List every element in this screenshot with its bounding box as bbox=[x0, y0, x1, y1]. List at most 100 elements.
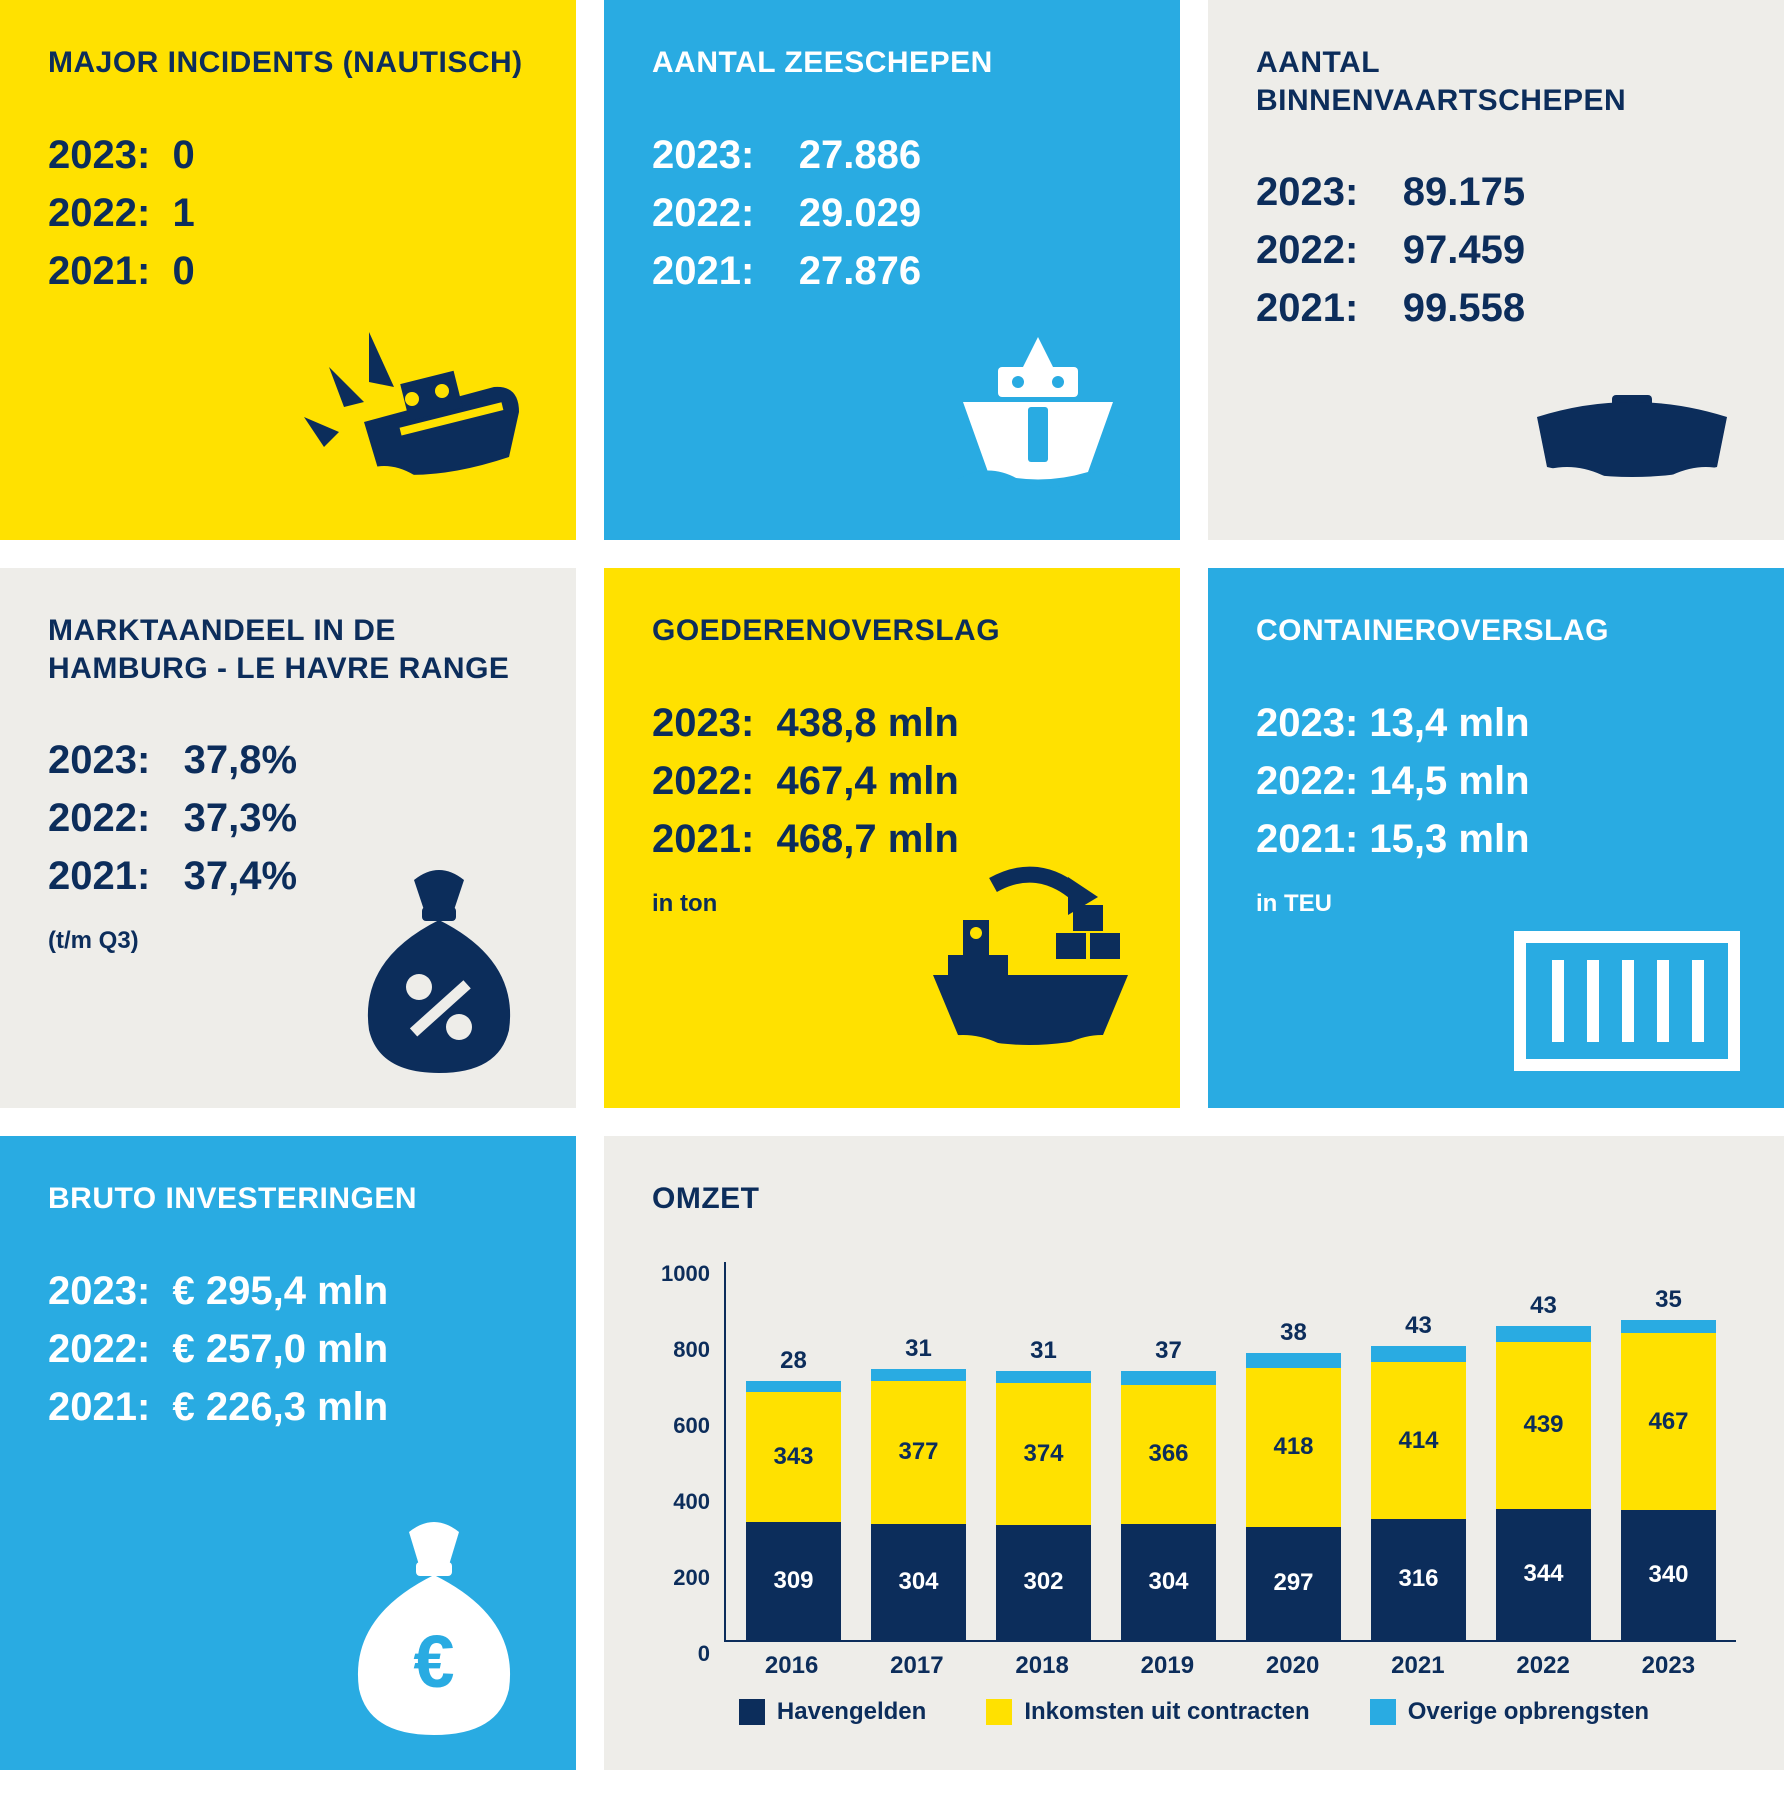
bar-segment-overige bbox=[996, 1371, 1091, 1383]
bar-segment-havengelden: 304 bbox=[1121, 1524, 1216, 1640]
legend-item: Havengelden bbox=[739, 1698, 926, 1726]
x-label: 2016 bbox=[744, 1652, 839, 1680]
bar-column: 43 439344 bbox=[1496, 1292, 1591, 1640]
stat-row: 2023: 27.886 bbox=[652, 126, 1132, 184]
bar-top-label: 43 bbox=[1530, 1292, 1557, 1320]
bar-top-label: 37 bbox=[1155, 1337, 1182, 1365]
bar-column: 37 366304 bbox=[1121, 1337, 1216, 1640]
bar-segment-overige bbox=[1621, 1320, 1716, 1333]
bar-column: 28 343309 bbox=[746, 1347, 841, 1639]
card-containeroverslag: CONTAINEROVERSLAG 2023: 13,4 mln 2022: 1… bbox=[1208, 568, 1784, 1108]
card-title: GOEDERENOVERSLAG bbox=[652, 612, 1132, 650]
bar-column: 38 418297 bbox=[1246, 1319, 1341, 1639]
cargo-ship-icon bbox=[918, 865, 1138, 1080]
bar-segment-contracten: 366 bbox=[1121, 1385, 1216, 1524]
x-label: 2018 bbox=[995, 1652, 1090, 1680]
x-label: 2017 bbox=[869, 1652, 964, 1680]
bar-segment-contracten: 374 bbox=[996, 1383, 1091, 1525]
card-binnenvaart: AANTAL BINNENVAARTSCHEPEN 2023: 89.175 2… bbox=[1208, 0, 1784, 540]
stat-row: 2023: 0 bbox=[48, 126, 528, 184]
container-icon bbox=[1512, 925, 1742, 1080]
bar-segment-contracten: 414 bbox=[1371, 1362, 1466, 1519]
x-label: 2022 bbox=[1496, 1652, 1591, 1680]
bar-segment-havengelden: 344 bbox=[1496, 1509, 1591, 1640]
card-title: AANTAL BINNENVAARTSCHEPEN bbox=[1256, 44, 1736, 119]
bar-segment-overige bbox=[871, 1369, 966, 1381]
legend-label: Inkomsten uit contracten bbox=[1024, 1698, 1309, 1726]
card-title: BRUTO INVESTERINGEN bbox=[48, 1180, 528, 1218]
legend-swatch bbox=[739, 1699, 765, 1725]
card-title: AANTAL ZEESCHEPEN bbox=[652, 44, 1132, 82]
bar-segment-havengelden: 297 bbox=[1246, 1527, 1341, 1640]
y-tick: 1000 bbox=[661, 1261, 710, 1287]
x-label: 2019 bbox=[1120, 1652, 1215, 1680]
y-tick: 400 bbox=[673, 1489, 710, 1515]
bar-top-label: 35 bbox=[1655, 1286, 1682, 1314]
card-investeringen: BRUTO INVESTERINGEN 2023: € 295,4 mln 20… bbox=[0, 1136, 576, 1770]
bar-top-label: 38 bbox=[1280, 1319, 1307, 1347]
legend-item: Overige opbrengsten bbox=[1370, 1698, 1649, 1726]
x-label: 2021 bbox=[1370, 1652, 1465, 1680]
card-title: MAJOR INCIDENTS (NAUTISCH) bbox=[48, 44, 528, 82]
bar-column: 31 374302 bbox=[996, 1337, 1091, 1640]
chart-title: OMZET bbox=[652, 1180, 1736, 1218]
stat-row: 2021: € 226,3 mln bbox=[48, 1378, 528, 1436]
bar-top-label: 31 bbox=[1030, 1337, 1057, 1365]
sea-ship-icon bbox=[938, 307, 1138, 512]
card-zeeschepen: AANTAL ZEESCHEPEN 2023: 27.886 2022: 29.… bbox=[604, 0, 1180, 540]
bar-segment-overige bbox=[1246, 1353, 1341, 1367]
bar-segment-overige bbox=[746, 1381, 841, 1392]
card-title: MARKTAANDEEL IN DE HAMBURG - LE HAVRE RA… bbox=[48, 612, 528, 687]
legend-label: Havengelden bbox=[777, 1698, 926, 1726]
card-incidents: MAJOR INCIDENTS (NAUTISCH) 2023: 0 2022:… bbox=[0, 0, 576, 540]
percent-bag-icon bbox=[344, 865, 534, 1080]
bar-segment-overige bbox=[1371, 1346, 1466, 1362]
stat-row: 2021: 468,7 mln bbox=[652, 810, 1132, 868]
stat-row: 2023: 89.175 bbox=[1256, 163, 1736, 221]
stat-row: 2022: € 257,0 mln bbox=[48, 1320, 528, 1378]
bar-segment-havengelden: 304 bbox=[871, 1524, 966, 1640]
stat-row: 2022: 97.459 bbox=[1256, 221, 1736, 279]
stat-row: 2022: 467,4 mln bbox=[652, 752, 1132, 810]
bar-segment-havengelden: 309 bbox=[746, 1522, 841, 1639]
bar-segment-contracten: 418 bbox=[1246, 1368, 1341, 1527]
legend-item: Inkomsten uit contracten bbox=[986, 1698, 1309, 1726]
stat-row: 2022: 37,3% bbox=[48, 789, 528, 847]
bar-top-label: 43 bbox=[1405, 1312, 1432, 1340]
sinking-ship-icon bbox=[294, 307, 534, 512]
stat-row: 2021: 15,3 mln bbox=[1256, 810, 1736, 868]
card-marktaandeel: MARKTAANDEEL IN DE HAMBURG - LE HAVRE RA… bbox=[0, 568, 576, 1108]
x-label: 2020 bbox=[1245, 1652, 1340, 1680]
bar-segment-contracten: 377 bbox=[871, 1381, 966, 1524]
stat-row: 2022: 29.029 bbox=[652, 184, 1132, 242]
barge-icon bbox=[1522, 377, 1742, 512]
card-note: in TEU bbox=[1256, 890, 1736, 918]
stat-row: 2023: 438,8 mln bbox=[652, 694, 1132, 752]
bar-segment-overige bbox=[1121, 1371, 1216, 1385]
card-title: CONTAINEROVERSLAG bbox=[1256, 612, 1736, 650]
stat-row: 2022: 14,5 mln bbox=[1256, 752, 1736, 810]
stat-row: 2023: 37,8% bbox=[48, 731, 528, 789]
bar-column: 43 414316 bbox=[1371, 1312, 1466, 1640]
stat-row: 2021: 27.876 bbox=[652, 242, 1132, 300]
bar-column: 31 377304 bbox=[871, 1335, 966, 1640]
card-goederenoverslag: GOEDERENOVERSLAG 2023: 438,8 mln 2022: 4… bbox=[604, 568, 1180, 1108]
euro-bag-icon: € bbox=[334, 1517, 534, 1742]
bar-column: 35467340 bbox=[1621, 1286, 1716, 1640]
bar-segment-havengelden: 302 bbox=[996, 1525, 1091, 1640]
stat-row: 2023: 13,4 mln bbox=[1256, 694, 1736, 752]
legend-swatch bbox=[986, 1699, 1012, 1725]
bar-top-label: 31 bbox=[905, 1335, 932, 1363]
y-tick: 200 bbox=[673, 1565, 710, 1591]
stat-row: 2022: 1 bbox=[48, 184, 528, 242]
bar-segment-contracten: 439 bbox=[1496, 1342, 1591, 1509]
x-label: 2023 bbox=[1621, 1652, 1716, 1680]
stat-row: 2023: € 295,4 mln bbox=[48, 1262, 528, 1320]
stat-row: 2021: 0 bbox=[48, 242, 528, 300]
bar-top-label: 28 bbox=[780, 1347, 807, 1375]
bar-segment-contracten: 343 bbox=[746, 1392, 841, 1522]
bar-segment-havengelden: 316 bbox=[1371, 1519, 1466, 1639]
y-tick: 0 bbox=[698, 1641, 710, 1667]
bar-segment-overige bbox=[1496, 1326, 1591, 1342]
y-tick: 800 bbox=[673, 1337, 710, 1363]
